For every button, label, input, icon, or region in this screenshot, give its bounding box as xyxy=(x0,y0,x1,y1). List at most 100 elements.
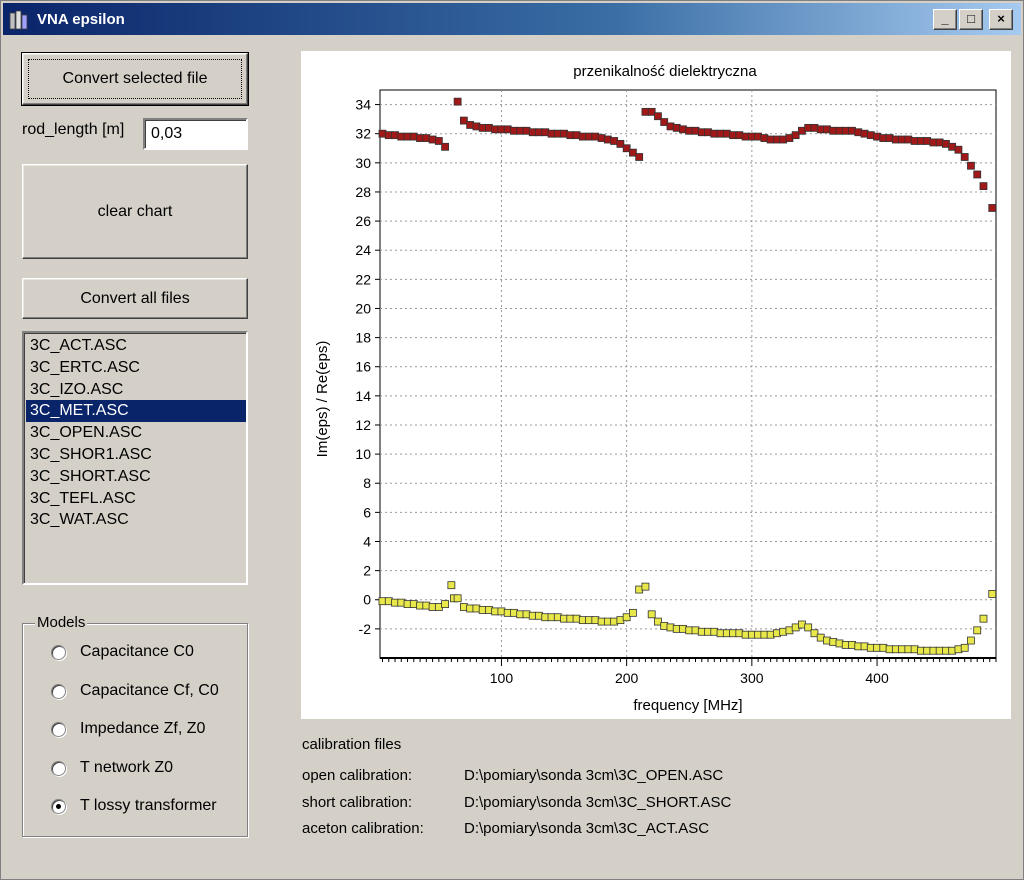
list-item[interactable]: 3C_TEFL.ASC xyxy=(30,489,136,507)
radio-button[interactable] xyxy=(51,721,66,737)
convert-selected-label: Convert selected file xyxy=(62,70,208,87)
list-item[interactable]: 3C_WAT.ASC xyxy=(30,511,129,529)
chart-x-axis-label: frequency [MHz] xyxy=(633,697,742,714)
real-part-point xyxy=(791,131,800,140)
y-tick-label: 4 xyxy=(363,533,371,549)
focus-rect xyxy=(28,59,242,99)
real-part-point xyxy=(453,97,462,106)
imag-part-point xyxy=(960,643,969,652)
y-tick-label: 2 xyxy=(363,563,371,579)
real-part-point xyxy=(660,118,669,126)
radio-button[interactable] xyxy=(51,644,66,660)
models-group: Models Capacitance C0 Capacitance Cf, C0… xyxy=(22,614,248,837)
chart-panel: przenikalność dielektryczna frequency [M… xyxy=(301,51,1011,719)
real-part-point xyxy=(954,145,963,154)
short-calibration-path: D:\pomiary\sonda 3cm\3C_SHORT.ASC xyxy=(464,794,732,811)
y-tick-label: 32 xyxy=(355,126,371,142)
y-tick-label: 28 xyxy=(355,184,371,200)
model-option-t-network[interactable]: T network Z0 xyxy=(51,756,173,780)
imag-part-point xyxy=(810,629,819,638)
x-tick-label: 400 xyxy=(865,670,889,686)
aceton-calibration-label: aceton calibration: xyxy=(302,820,424,837)
open-calibration-label: open calibration: xyxy=(302,767,413,784)
model-option-label: T lossy transformer xyxy=(80,797,217,814)
model-option-label: Capacitance Cf, C0 xyxy=(80,682,219,699)
y-tick-label: -2 xyxy=(359,621,372,637)
real-part-point xyxy=(622,144,631,153)
list-item[interactable]: 3C_IZO.ASC xyxy=(30,380,124,398)
window-title: VNA epsilon xyxy=(37,11,125,28)
real-part-point xyxy=(654,112,662,121)
app-icon xyxy=(9,10,28,30)
real-part-point xyxy=(647,107,656,116)
y-tick-label: 24 xyxy=(355,242,371,258)
radio-button[interactable] xyxy=(51,760,66,776)
model-option-capacitance-cf-c0[interactable]: Capacitance Cf, C0 xyxy=(51,679,219,703)
imag-part-point xyxy=(453,594,462,603)
model-option-impedance[interactable]: Impedance Zf, Z0 xyxy=(51,717,205,741)
chart-y-axis-label: Im(eps) / Re(eps) xyxy=(314,341,331,458)
imag-part-point xyxy=(973,626,982,635)
real-part-point xyxy=(616,139,625,148)
y-tick-label: 20 xyxy=(355,300,371,316)
y-tick-label: 16 xyxy=(355,359,371,375)
rod-length-input[interactable]: 0,03 xyxy=(143,118,248,150)
short-calibration-label: short calibration: xyxy=(302,794,413,811)
aceton-calibration-path: D:\pomiary\sonda 3cm\3C_ACT.ASC xyxy=(464,820,710,837)
y-tick-label: 30 xyxy=(355,155,371,171)
model-option-capacitance-c0[interactable]: Capacitance C0 xyxy=(51,640,194,664)
x-tick-label: 200 xyxy=(615,670,639,686)
model-option-t-lossy-transformer[interactable]: T lossy transformer xyxy=(51,794,217,818)
real-part-point xyxy=(979,182,988,191)
real-part-point xyxy=(988,204,997,212)
convert-all-button[interactable]: Convert all files xyxy=(22,278,248,319)
imag-part-point xyxy=(447,581,456,590)
list-item[interactable]: 3C_ACT.ASC xyxy=(30,337,127,354)
list-item[interactable]: 3C_SHORT.ASC xyxy=(30,467,151,485)
real-part-point xyxy=(967,161,975,170)
convert-all-label: Convert all files xyxy=(80,289,190,307)
imag-part-point xyxy=(967,636,975,645)
real-part-point xyxy=(960,153,969,161)
open-calibration-path: D:\pomiary\sonda 3cm\3C_OPEN.ASC xyxy=(464,767,724,784)
list-item[interactable]: 3C_OPEN.ASC xyxy=(30,424,143,442)
imag-part-point xyxy=(988,590,997,598)
radio-button[interactable] xyxy=(51,683,66,699)
chart-title: przenikalność dielektryczna xyxy=(573,63,757,80)
imag-part-point xyxy=(629,608,637,617)
dielectric-chart: przenikalność dielektryczna frequency [M… xyxy=(314,63,997,714)
imag-part-point xyxy=(641,582,650,591)
real-part-point xyxy=(434,137,443,145)
y-tick-label: 18 xyxy=(355,330,371,346)
model-option-label: Capacitance C0 xyxy=(80,643,194,660)
y-tick-label: 10 xyxy=(355,446,371,462)
title-bar[interactable]: VNA epsilon _ □ × xyxy=(3,3,1021,35)
imag-part-point xyxy=(979,614,988,623)
list-item[interactable]: 3C_ERTC.ASC xyxy=(30,358,140,376)
y-tick-label: 14 xyxy=(355,388,371,404)
real-part-point xyxy=(635,153,644,161)
imag-part-point xyxy=(654,617,662,626)
real-part-point xyxy=(459,116,468,125)
real-part-point xyxy=(441,142,450,151)
maximize-button[interactable]: □ xyxy=(959,9,983,30)
minimize-button[interactable]: _ xyxy=(933,9,957,30)
imag-part-point xyxy=(804,623,813,632)
close-button[interactable]: × xyxy=(989,9,1013,30)
calibration-header: calibration files xyxy=(302,736,402,753)
convert-selected-button[interactable]: Convert selected file xyxy=(21,52,249,106)
data-marks xyxy=(378,97,997,655)
list-item[interactable]: 3C_SHOR1.ASC xyxy=(30,445,152,463)
real-part-point xyxy=(973,170,982,179)
y-tick-label: 0 xyxy=(363,592,371,608)
radio-button-checked[interactable] xyxy=(51,798,66,814)
clear-chart-label: clear chart xyxy=(97,202,173,220)
file-list[interactable]: 3C_ACT.ASC 3C_ERTC.ASC 3C_IZO.ASC 3C_MET… xyxy=(22,331,248,585)
clear-chart-button[interactable]: clear chart xyxy=(22,164,248,259)
y-tick-label: 8 xyxy=(363,475,371,491)
y-tick-label: 22 xyxy=(355,271,371,287)
model-option-label: Impedance Zf, Z0 xyxy=(80,720,206,737)
list-item-selected[interactable]: 3C_MET.ASC xyxy=(26,400,246,423)
